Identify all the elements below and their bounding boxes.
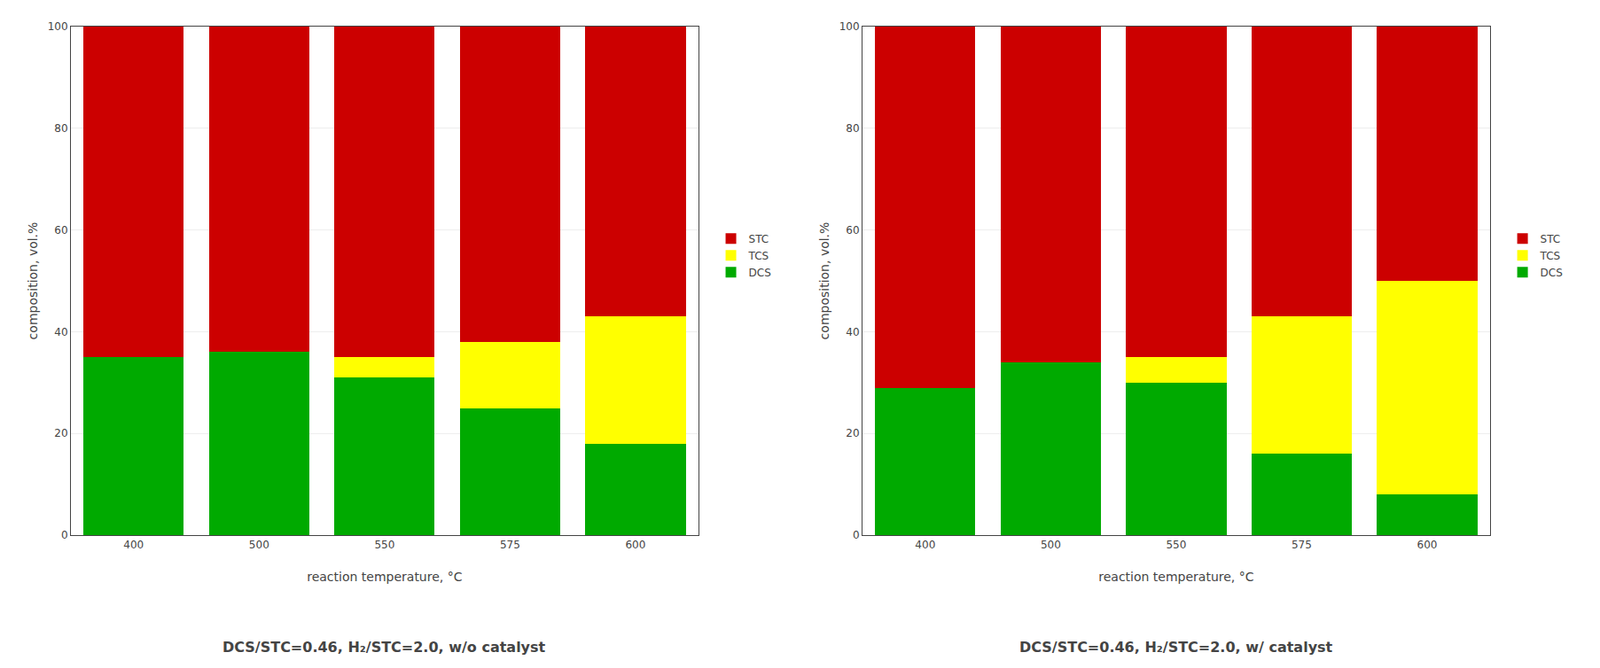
svg-text:80: 80 (845, 122, 859, 135)
svg-text:20: 20 (845, 427, 859, 440)
svg-text:composition, vol.%: composition, vol.% (25, 222, 40, 341)
svg-text:575: 575 (1291, 538, 1312, 552)
svg-text:100: 100 (47, 20, 69, 33)
svg-text:DCS: DCS (1540, 266, 1563, 280)
svg-text:DCS/STC=0.46, H₂/STC=2.0, w/ c: DCS/STC=0.46, H₂/STC=2.0, w/ catalyst (1019, 639, 1334, 656)
svg-text:20: 20 (54, 427, 68, 440)
svg-text:reaction temperature, °C: reaction temperature, °C (306, 569, 463, 585)
svg-text:DCS: DCS (749, 266, 772, 280)
svg-text:80: 80 (54, 122, 68, 135)
svg-text:reaction temperature, °C: reaction temperature, °C (1098, 569, 1255, 585)
svg-text:STC: STC (749, 233, 770, 246)
svg-text:500: 500 (249, 538, 270, 552)
svg-text:0: 0 (852, 529, 860, 542)
svg-text:0: 0 (61, 529, 69, 542)
svg-text:500: 500 (1040, 538, 1062, 552)
svg-text:550: 550 (1165, 538, 1187, 552)
svg-text:600: 600 (624, 538, 646, 552)
svg-text:400: 400 (914, 538, 936, 552)
svg-text:575: 575 (499, 538, 521, 552)
svg-text:composition, vol.%: composition, vol.% (817, 222, 832, 341)
svg-text:400: 400 (123, 538, 144, 552)
svg-text:STC: STC (1540, 233, 1561, 246)
svg-text:600: 600 (1417, 538, 1438, 552)
svg-text:100: 100 (839, 20, 860, 33)
svg-text:DCS/STC=0.46, H₂/STC=2.0, w/o: DCS/STC=0.46, H₂/STC=2.0, w/o catalyst (222, 639, 547, 656)
svg-text:40: 40 (54, 326, 68, 339)
svg-text:TCS: TCS (748, 249, 770, 263)
svg-text:TCS: TCS (1539, 249, 1561, 263)
svg-text:60: 60 (54, 224, 68, 237)
svg-text:60: 60 (845, 224, 859, 237)
svg-text:40: 40 (845, 326, 859, 339)
svg-text:550: 550 (374, 538, 395, 552)
